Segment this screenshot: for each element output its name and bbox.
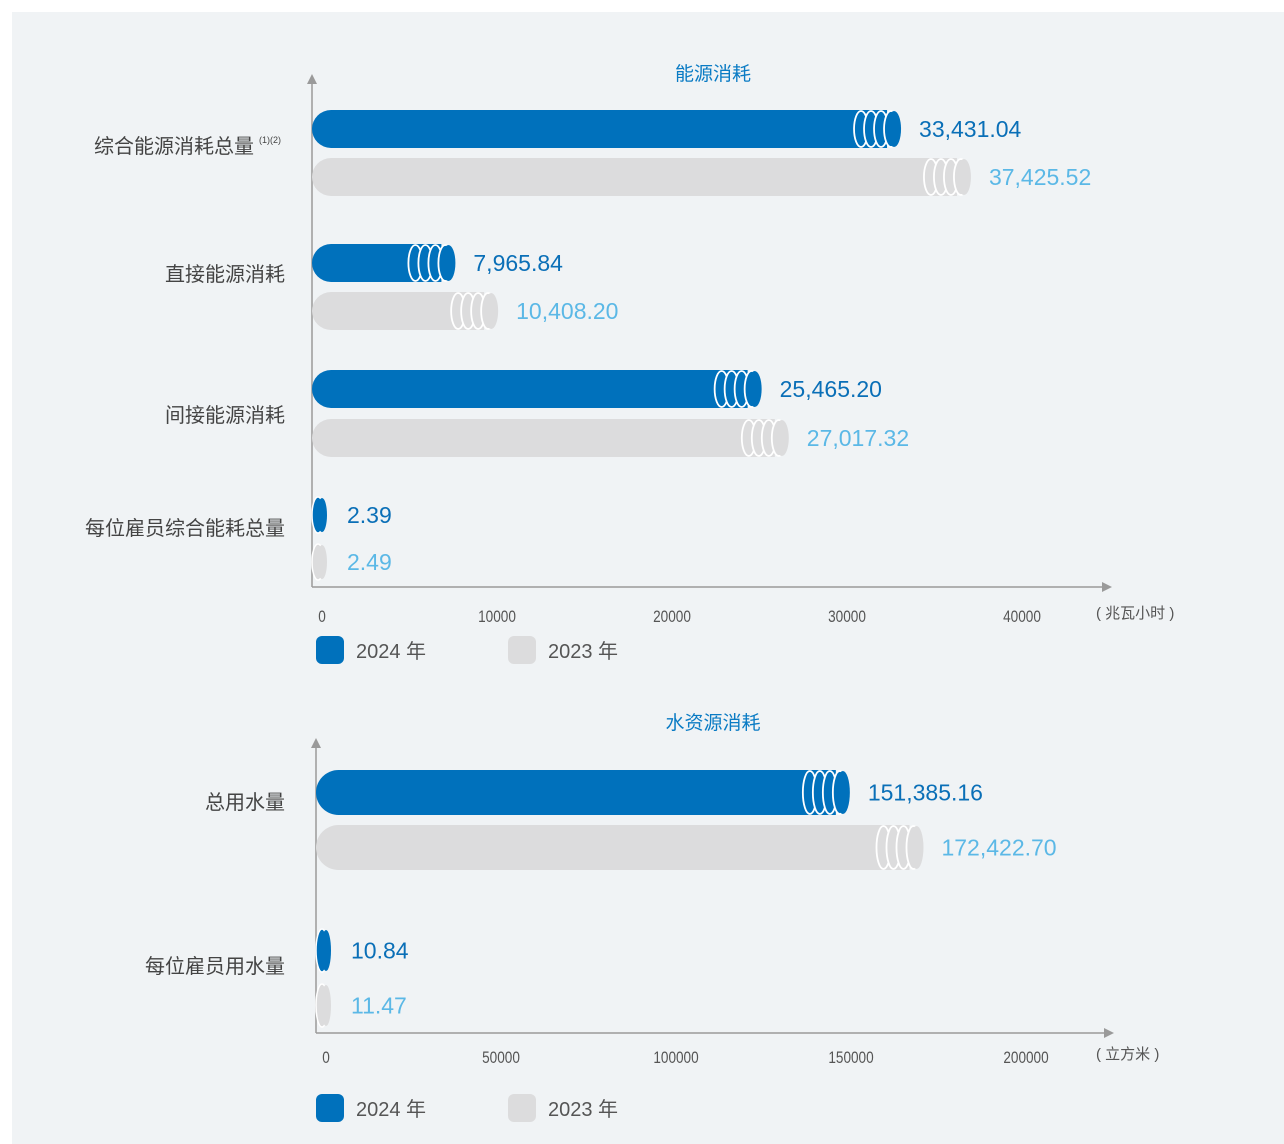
x-axis-arrow bbox=[1102, 582, 1112, 592]
bar-stub-cap bbox=[321, 930, 331, 971]
bar-2023 bbox=[311, 543, 327, 581]
x-tick-label: 0 bbox=[322, 1049, 330, 1068]
bar-body-fill bbox=[331, 419, 775, 457]
x-tick-label: 0 bbox=[318, 608, 326, 627]
y-axis-arrow bbox=[307, 74, 317, 84]
bar-2023 bbox=[315, 983, 331, 1028]
bar-body-fill bbox=[338, 770, 836, 815]
bar-2023 bbox=[312, 419, 789, 457]
bar-body-fill bbox=[331, 370, 748, 408]
x-axis-unit: ( 兆瓦小时 ) bbox=[1096, 605, 1174, 622]
bar-2024 bbox=[312, 370, 762, 408]
category-label: 每位雇员用水量 bbox=[145, 955, 285, 978]
bar-stub-cap bbox=[317, 545, 327, 579]
energy-chart: 能源消耗 0 10000 20000 30000 40000 ( 兆瓦小时 ) 综合能源消耗总… bbox=[85, 63, 1174, 664]
data-label: 27,017.32 bbox=[807, 425, 909, 451]
x-tick-label: 20000 bbox=[653, 608, 691, 627]
x-tick-label: 10000 bbox=[478, 608, 516, 627]
legend-label: 2023 年 bbox=[548, 1098, 618, 1121]
legend-label: 2024 年 bbox=[356, 640, 426, 663]
category-label: 直接能源消耗 bbox=[165, 263, 285, 286]
bar-2024 bbox=[312, 110, 902, 148]
bar-body-fill bbox=[331, 158, 957, 196]
data-label: 172,422.70 bbox=[941, 835, 1056, 861]
legend-swatch-2024 bbox=[316, 1094, 344, 1122]
chart-title: 能源消耗 bbox=[675, 63, 751, 85]
bar-tip-cap bbox=[747, 371, 762, 407]
category-label: 每位雇员综合能耗总量 bbox=[85, 517, 285, 540]
bar-stub-cap bbox=[317, 498, 327, 532]
data-label: 2.39 bbox=[347, 502, 392, 528]
bar-tip-cap bbox=[484, 293, 499, 329]
category-superscript: (1)(2) bbox=[259, 135, 281, 145]
x-tick-label: 30000 bbox=[828, 608, 866, 627]
data-label: 10,408.20 bbox=[516, 298, 618, 324]
data-label: 10.84 bbox=[351, 938, 409, 964]
category-label: 总用水量 bbox=[205, 791, 285, 814]
x-tick-label: 100000 bbox=[653, 1049, 698, 1068]
y-axis-arrow bbox=[311, 738, 321, 748]
bar-2024 bbox=[311, 496, 327, 534]
bar-2024 bbox=[315, 928, 331, 973]
legend-label: 2024 年 bbox=[356, 1098, 426, 1121]
bar-body-fill bbox=[331, 110, 888, 148]
data-label: 2.49 bbox=[347, 549, 392, 575]
data-label: 25,465.20 bbox=[780, 376, 882, 402]
data-label: 151,385.16 bbox=[868, 780, 983, 806]
data-label: 11.47 bbox=[351, 993, 407, 1019]
data-label: 37,425.52 bbox=[989, 164, 1091, 190]
category-label: 综合能源消耗总量 bbox=[94, 135, 254, 158]
x-tick-label: 40000 bbox=[1003, 608, 1041, 627]
bar-tip-cap bbox=[835, 771, 850, 814]
legend-swatch-2024 bbox=[316, 636, 344, 664]
data-label: 33,431.04 bbox=[919, 116, 1022, 142]
legend-swatch-2023 bbox=[508, 1094, 536, 1122]
bar-tip-cap bbox=[887, 111, 902, 147]
water-chart: 水资源消耗 0 50000 100000 150000 200000 ( 立方米 ) 总用水量… bbox=[145, 712, 1159, 1122]
bar-2024 bbox=[316, 770, 850, 815]
bar-tip-cap bbox=[441, 245, 456, 281]
bar-stub-cap bbox=[321, 985, 331, 1026]
x-tick-label: 50000 bbox=[482, 1049, 520, 1068]
legend-label: 2023 年 bbox=[548, 640, 618, 663]
data-label: 7,965.84 bbox=[473, 250, 563, 276]
category-label: 间接能源消耗 bbox=[165, 404, 285, 427]
x-tick-label: 200000 bbox=[1003, 1049, 1048, 1068]
x-axis-arrow bbox=[1104, 1028, 1114, 1038]
bar-tip-cap bbox=[909, 826, 924, 869]
x-axis-unit: ( 立方米 ) bbox=[1096, 1046, 1159, 1063]
chart-title: 水资源消耗 bbox=[665, 712, 760, 734]
bar-tip-cap bbox=[956, 159, 971, 195]
x-tick-label: 150000 bbox=[828, 1049, 873, 1068]
chart-panel bbox=[12, 12, 1284, 1144]
bar-2024 bbox=[312, 244, 456, 282]
bar-2023 bbox=[312, 292, 499, 330]
bar-2023 bbox=[312, 158, 971, 196]
bar-body-fill bbox=[338, 825, 910, 870]
bar-2023 bbox=[316, 825, 924, 870]
legend-swatch-2023 bbox=[508, 636, 536, 664]
bar-tip-cap bbox=[774, 420, 789, 456]
